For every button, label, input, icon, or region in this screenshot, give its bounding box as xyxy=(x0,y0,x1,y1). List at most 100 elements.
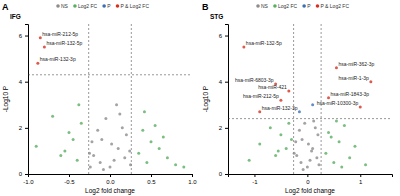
point xyxy=(99,161,102,164)
legend-label: NS xyxy=(261,3,269,9)
legend-swatch xyxy=(316,4,320,8)
x-tick-line xyxy=(254,174,255,177)
y-tick-label: 4 xyxy=(219,79,223,85)
point xyxy=(141,129,144,132)
point xyxy=(285,147,288,150)
legend: NSLog2 FCPP & Log2 FC xyxy=(256,3,349,9)
point xyxy=(306,166,309,169)
annotation: hsa-miR-212-5p xyxy=(42,31,78,37)
annotation: hsa-miR-212-5p xyxy=(243,93,279,99)
annotation: hsa-miR-132-3p xyxy=(40,56,76,62)
x-axis-title: Log2 fold change xyxy=(285,187,335,195)
point xyxy=(309,159,312,162)
x-axis-title: Log2 fold change xyxy=(85,187,135,195)
point xyxy=(77,103,80,106)
annotation: hsa-miR-1843-3p xyxy=(331,91,370,97)
y-tick-label: 6 xyxy=(19,33,23,39)
point xyxy=(298,110,301,113)
point xyxy=(143,110,146,113)
y-tick: 4 xyxy=(19,79,28,85)
x-tick-label: 1.0 xyxy=(188,179,197,185)
point xyxy=(343,124,346,127)
point xyxy=(316,133,319,136)
y-tick: 2 xyxy=(219,125,228,131)
point xyxy=(96,129,99,132)
point xyxy=(307,143,310,146)
annotation: hsa-miR-6803-3p xyxy=(235,77,274,83)
y-tick-line xyxy=(25,174,28,175)
y-axis-title: -Log10 P xyxy=(202,86,210,112)
legend-label: Log2 FC xyxy=(278,3,298,9)
legend-swatch xyxy=(56,4,60,8)
legend-swatch xyxy=(273,4,277,8)
annotation: hsa-miR-132-3p xyxy=(262,105,298,111)
threshold-vline xyxy=(88,24,89,174)
threshold-hline xyxy=(28,74,192,75)
legend-label: P xyxy=(307,3,311,9)
y-tick-line xyxy=(25,82,28,83)
point xyxy=(279,99,282,102)
x-tick-label: -0.5 xyxy=(64,179,75,185)
legend-label: Log2 FC xyxy=(78,3,98,9)
point xyxy=(182,166,185,169)
point xyxy=(287,89,290,92)
point xyxy=(100,138,103,141)
point xyxy=(317,163,320,166)
point xyxy=(123,156,126,159)
point xyxy=(90,140,93,143)
y-axis: 0 2 4 6 xyxy=(19,25,29,178)
x-tick: 0 xyxy=(306,174,310,185)
point xyxy=(88,152,91,155)
x-tick: -1 xyxy=(252,174,258,185)
point xyxy=(125,133,128,136)
point xyxy=(137,152,140,155)
x-tick-label: 0.5 xyxy=(147,179,156,185)
point xyxy=(348,156,351,159)
title: IFG xyxy=(10,13,21,20)
y-tick-label: 0 xyxy=(19,171,23,177)
point xyxy=(118,113,121,116)
point xyxy=(311,103,314,106)
panel-label: B xyxy=(202,2,209,12)
point xyxy=(145,161,148,164)
legend-swatch xyxy=(302,4,306,8)
y-tick: 6 xyxy=(219,33,228,39)
threshold-vline xyxy=(293,24,294,174)
legend-swatch xyxy=(102,4,106,8)
point xyxy=(314,126,317,129)
legend: NSLog2 FCPP & Log2 FC xyxy=(56,3,149,9)
y-tick: 2 xyxy=(19,125,28,131)
point xyxy=(166,156,169,159)
point xyxy=(324,152,327,155)
plot-area xyxy=(28,24,192,174)
y-axis-title: -Log10 P xyxy=(2,86,10,112)
point xyxy=(279,133,282,136)
x-tick-label: 0.0 xyxy=(106,179,115,185)
x-axis-line xyxy=(229,175,393,178)
y-axis-line xyxy=(225,25,229,175)
point xyxy=(302,168,305,171)
annotation: hsa-miR-10300-3p xyxy=(317,100,359,106)
y-tick-label: 6 xyxy=(219,33,223,39)
y-tick-line xyxy=(25,128,28,129)
legend-swatch xyxy=(256,4,260,8)
x-tick: 1.0 xyxy=(188,174,197,185)
x-axis: -1.0-0.50.00.51.0 xyxy=(23,174,197,185)
point xyxy=(327,131,330,134)
point xyxy=(335,119,338,122)
x-tick: 0.0 xyxy=(106,174,115,185)
point xyxy=(248,159,251,162)
title: STG xyxy=(210,13,223,20)
point xyxy=(121,126,124,129)
x-tick: 0.5 xyxy=(147,174,156,185)
point xyxy=(369,80,372,83)
point xyxy=(258,143,261,146)
x-tick: 1 xyxy=(359,174,363,185)
point xyxy=(104,117,107,120)
point xyxy=(76,159,79,162)
point xyxy=(51,115,54,118)
legend-swatch xyxy=(116,4,120,8)
y-axis-line xyxy=(25,25,29,175)
x-tick-line xyxy=(151,174,152,177)
y-tick: 6 xyxy=(19,33,28,39)
